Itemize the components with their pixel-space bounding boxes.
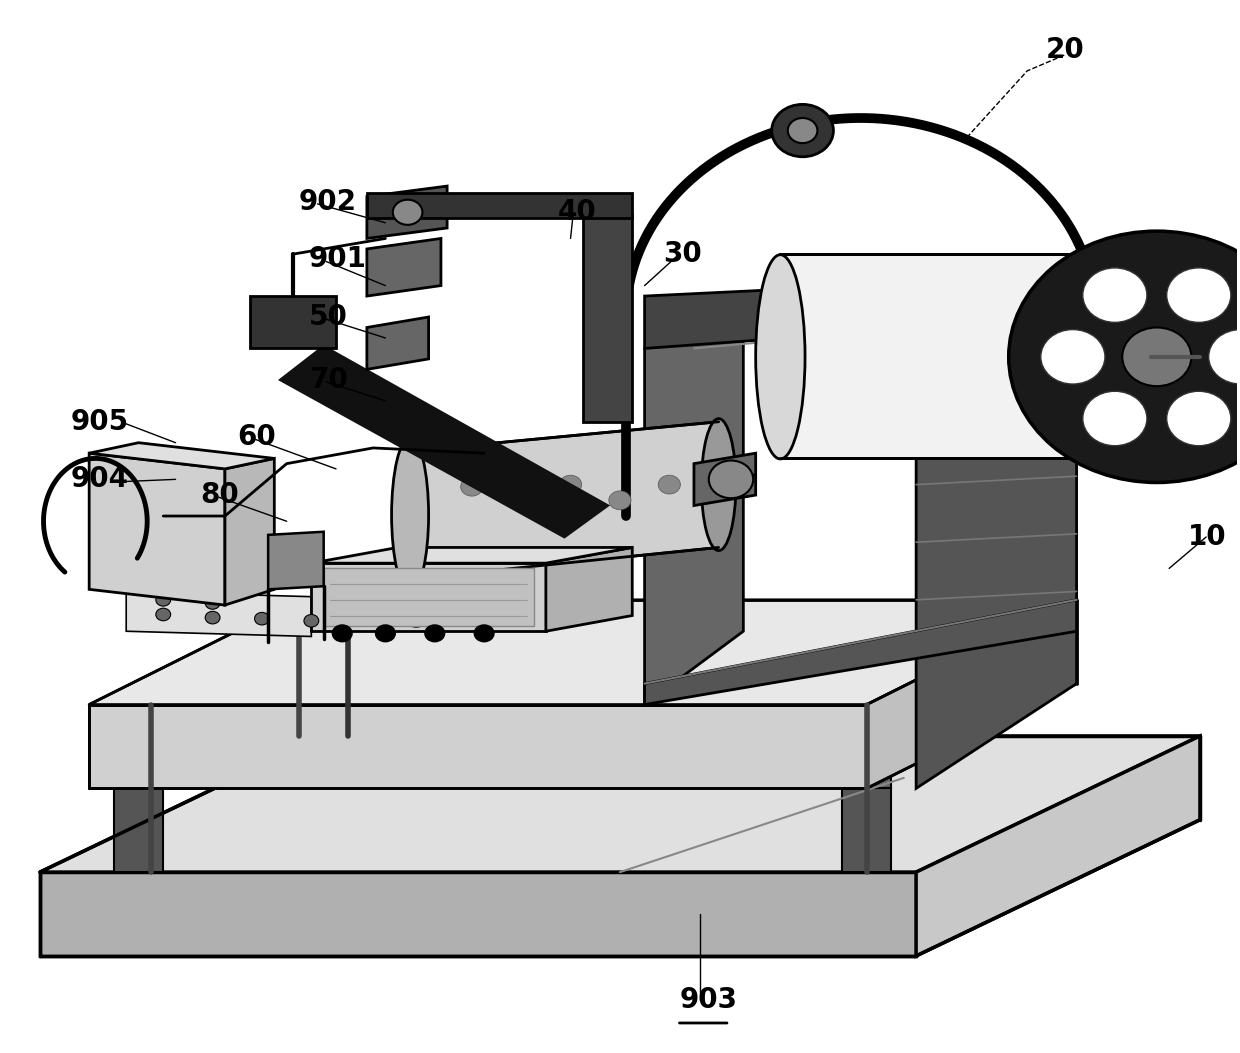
Circle shape	[376, 625, 396, 641]
Polygon shape	[916, 317, 1076, 789]
Text: 30: 30	[663, 240, 702, 269]
Circle shape	[787, 118, 817, 143]
Circle shape	[393, 200, 423, 225]
Polygon shape	[40, 736, 1200, 872]
Circle shape	[430, 607, 453, 625]
Text: 80: 80	[200, 481, 239, 509]
Polygon shape	[114, 704, 164, 789]
Text: 904: 904	[71, 465, 129, 494]
Polygon shape	[367, 194, 632, 218]
Circle shape	[1040, 330, 1105, 384]
Circle shape	[609, 491, 631, 510]
Polygon shape	[645, 275, 1076, 349]
Circle shape	[156, 609, 171, 621]
Text: 70: 70	[309, 365, 347, 394]
Polygon shape	[89, 704, 311, 789]
Polygon shape	[694, 453, 755, 505]
Circle shape	[461, 477, 482, 496]
Circle shape	[405, 609, 428, 627]
Circle shape	[1083, 392, 1147, 445]
Polygon shape	[89, 704, 867, 789]
Polygon shape	[645, 600, 1076, 704]
Ellipse shape	[702, 419, 735, 551]
Text: 901: 901	[309, 245, 367, 274]
Polygon shape	[367, 238, 441, 296]
Polygon shape	[89, 453, 224, 605]
Circle shape	[205, 597, 219, 610]
Polygon shape	[916, 736, 1200, 956]
Circle shape	[510, 491, 532, 510]
Polygon shape	[583, 216, 632, 422]
Polygon shape	[367, 317, 429, 370]
Polygon shape	[842, 789, 892, 872]
Circle shape	[156, 594, 171, 607]
Polygon shape	[645, 296, 743, 704]
Text: 40: 40	[558, 198, 596, 226]
Polygon shape	[126, 592, 311, 636]
Circle shape	[1083, 267, 1147, 322]
Circle shape	[425, 625, 445, 641]
Circle shape	[1008, 231, 1240, 482]
Polygon shape	[867, 600, 1076, 789]
Polygon shape	[780, 254, 1151, 458]
Polygon shape	[324, 569, 533, 625]
Polygon shape	[546, 548, 632, 631]
Circle shape	[771, 104, 833, 157]
Polygon shape	[311, 563, 546, 631]
Circle shape	[559, 475, 582, 494]
Polygon shape	[114, 789, 164, 872]
Circle shape	[1209, 330, 1240, 384]
Polygon shape	[410, 422, 719, 579]
Circle shape	[381, 607, 403, 625]
Polygon shape	[268, 532, 324, 590]
Polygon shape	[89, 600, 1076, 704]
Polygon shape	[311, 548, 632, 563]
Circle shape	[254, 613, 269, 625]
Text: 905: 905	[71, 408, 129, 436]
Polygon shape	[249, 296, 336, 349]
Circle shape	[304, 615, 319, 627]
Circle shape	[709, 460, 753, 498]
Text: 902: 902	[299, 187, 357, 216]
Circle shape	[205, 612, 219, 624]
Text: 20: 20	[1045, 36, 1085, 64]
Circle shape	[1167, 267, 1231, 322]
Polygon shape	[280, 346, 608, 537]
Text: 60: 60	[237, 423, 277, 452]
Polygon shape	[367, 186, 448, 238]
Text: 903: 903	[680, 986, 737, 1014]
Circle shape	[1167, 392, 1231, 445]
Circle shape	[474, 625, 494, 641]
Circle shape	[1122, 327, 1192, 386]
Circle shape	[332, 625, 352, 641]
Polygon shape	[89, 442, 274, 469]
Polygon shape	[842, 704, 892, 789]
Ellipse shape	[392, 437, 429, 593]
Circle shape	[658, 475, 681, 494]
Polygon shape	[40, 872, 916, 956]
Polygon shape	[224, 458, 274, 605]
Ellipse shape	[755, 255, 805, 459]
Text: 50: 50	[309, 303, 347, 331]
Text: 10: 10	[1188, 523, 1226, 551]
